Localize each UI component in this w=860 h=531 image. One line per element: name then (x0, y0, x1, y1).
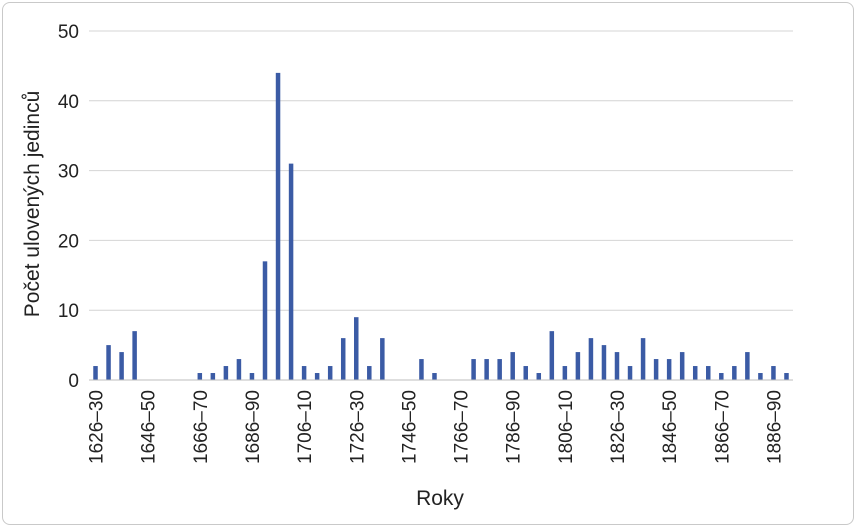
x-axis-ticks: 1626–30 1646–50 1666–70 1686–90 1706–10 1726–… (87, 390, 786, 464)
bar (432, 373, 437, 380)
bar (419, 359, 424, 380)
bar (484, 359, 489, 380)
x-tick-label: 1706–10 (295, 390, 316, 464)
bar (497, 359, 502, 380)
bar (132, 331, 137, 380)
x-tick-label: 1866–70 (712, 390, 733, 464)
y-tick-label: 10 (58, 301, 79, 322)
bar (223, 366, 229, 380)
bar (666, 359, 672, 380)
x-tick-label: 1886–90 (764, 390, 785, 464)
bar (354, 317, 359, 380)
bar (732, 366, 737, 380)
bar (523, 366, 528, 380)
bar (380, 338, 385, 380)
bar (471, 359, 476, 380)
y-tick-label: 50 (58, 22, 79, 43)
bar (119, 352, 124, 380)
y-axis-ticks: 0 10 20 30 40 50 (58, 22, 79, 392)
x-tick-label: 1766–70 (452, 390, 473, 464)
bar (562, 366, 568, 380)
bar (745, 352, 750, 380)
bar (692, 366, 698, 380)
x-axis-title: Roky (416, 487, 464, 510)
bar (601, 345, 607, 380)
bar (719, 373, 724, 380)
bar (706, 366, 711, 380)
bar (549, 331, 555, 380)
bar (262, 261, 268, 380)
bar (784, 373, 789, 380)
bar (275, 72, 281, 380)
x-tick-label: 1786–90 (504, 390, 525, 464)
x-tick-label: 1686–90 (243, 390, 264, 464)
bar (327, 366, 333, 380)
bars (93, 72, 789, 380)
y-tick-label: 20 (58, 231, 79, 252)
x-tick-label: 1726–30 (347, 390, 368, 464)
bar (340, 338, 346, 380)
x-tick-label: 1746–50 (399, 390, 420, 464)
bar (314, 373, 320, 380)
y-tick-label: 30 (58, 162, 79, 183)
bar (210, 373, 216, 380)
bar (640, 338, 646, 380)
bar (367, 366, 372, 380)
x-tick-label: 1806–10 (556, 390, 577, 464)
bar (575, 352, 581, 380)
bar (106, 345, 111, 380)
y-tick-label: 40 (58, 92, 79, 113)
bar (249, 373, 255, 380)
bar (288, 163, 294, 380)
bar (93, 366, 98, 380)
bar (679, 352, 685, 380)
bar (653, 359, 659, 380)
bar (536, 373, 542, 380)
y-axis-title: Počet ulovených jedinců (21, 91, 44, 317)
chart-frame (2, 2, 854, 525)
bar (588, 338, 594, 380)
bar (197, 373, 203, 380)
x-tick-label: 1646–50 (139, 390, 160, 464)
bar (614, 352, 620, 380)
x-tick-label: 1626–30 (87, 390, 108, 464)
bar (510, 352, 515, 380)
gridlines (89, 30, 793, 311)
bar (758, 373, 763, 380)
x-tick-label: 1846–50 (660, 390, 681, 464)
bar (236, 359, 242, 380)
x-tick-label: 1666–70 (191, 390, 212, 464)
bar (771, 366, 776, 380)
x-tick-label: 1826–30 (608, 390, 629, 464)
bar (627, 366, 633, 380)
bar (301, 366, 307, 380)
y-tick-label: 0 (68, 371, 79, 392)
